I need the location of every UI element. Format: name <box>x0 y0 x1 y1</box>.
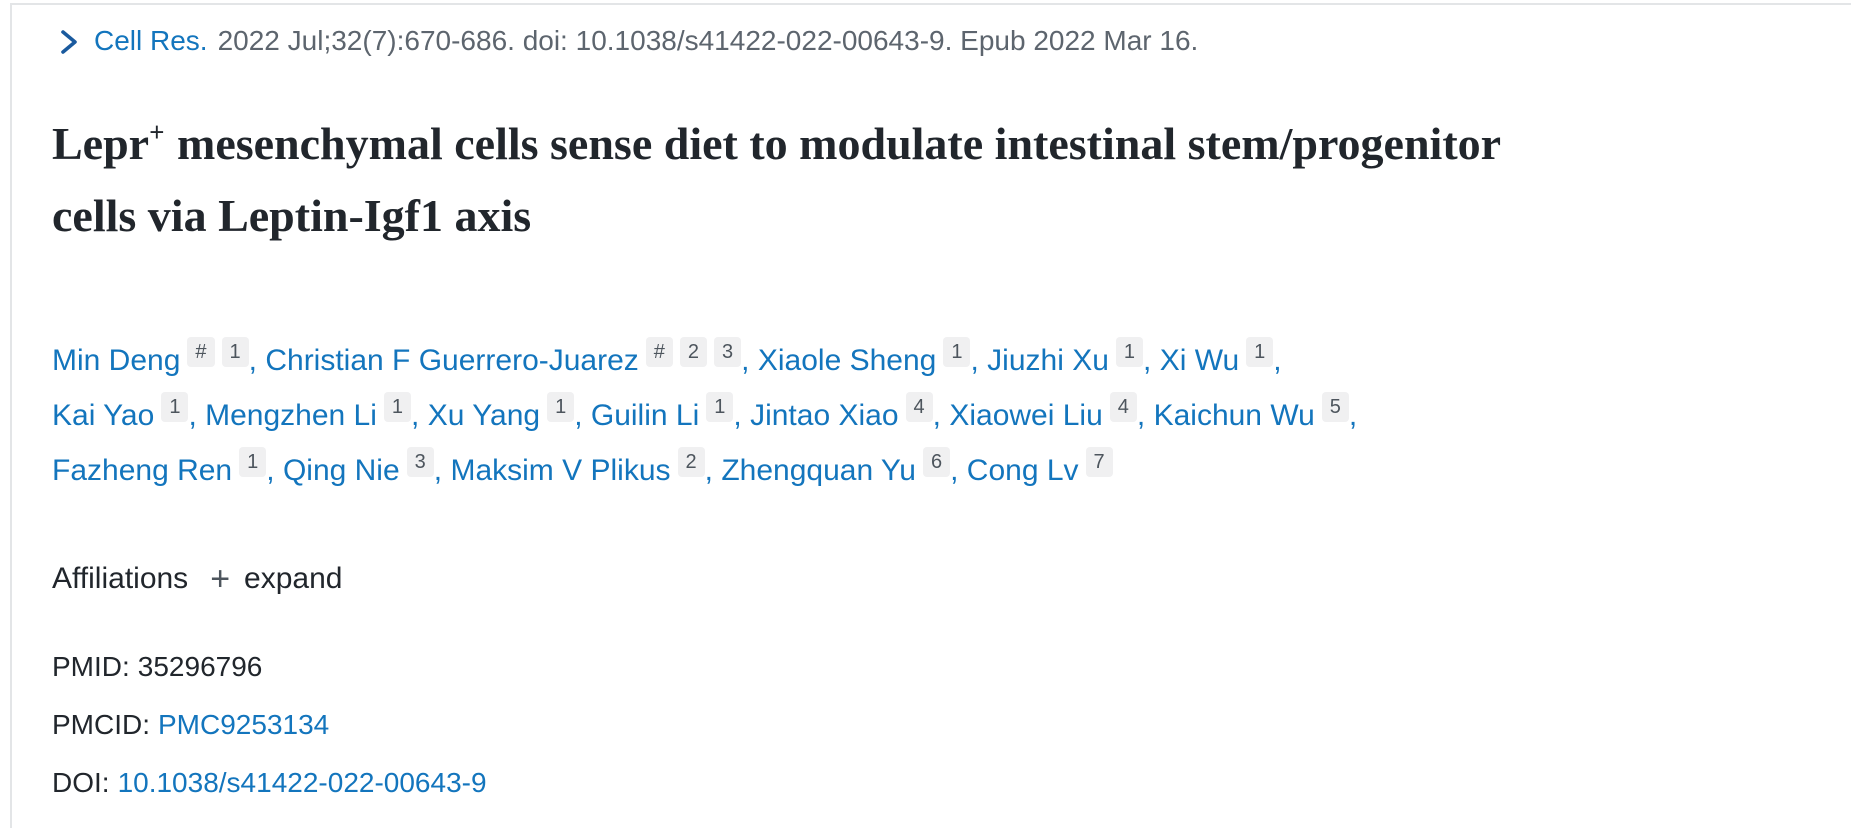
author-separator: , <box>970 344 979 377</box>
journal-citation: Cell Res. 2022 Jul;32(7):670-686. doi: 1… <box>52 21 1552 61</box>
author-separator: , <box>574 399 583 432</box>
affiliation-number-badge[interactable]: 1 <box>1115 337 1144 367</box>
author-item: Kaichun Wu 5, <box>1153 392 1358 432</box>
author-link[interactable]: Maksim V Plikus <box>450 454 671 487</box>
author-link[interactable]: Xiaole Sheng <box>757 344 937 377</box>
author-link[interactable]: Fazheng Ren <box>52 454 233 487</box>
author-separator: , <box>188 399 197 432</box>
title-superscript: + <box>149 117 166 147</box>
author-separator: , <box>1143 344 1152 377</box>
chevron-right-icon[interactable] <box>58 27 80 57</box>
author-separator: , <box>411 399 420 432</box>
author-separator: , <box>1273 344 1282 377</box>
identifier-row: DOI: 10.1038/s41422-022-00643-9 <box>52 754 1552 812</box>
affiliation-number-badge[interactable]: 1 <box>239 447 267 477</box>
author-link[interactable]: Xu Yang <box>427 399 541 432</box>
affiliations-heading: Affiliations <box>52 562 189 595</box>
affiliation-number-badge[interactable]: 1 <box>706 392 734 422</box>
author-separator: , <box>733 399 742 432</box>
author-link[interactable]: Mengzhen Li <box>205 399 377 432</box>
author-separator: , <box>1348 399 1358 432</box>
author-link[interactable]: Cong Lv <box>966 454 1079 487</box>
author-separator: , <box>248 344 257 377</box>
identifier-row: PMCID: PMC9253134 <box>52 696 1552 754</box>
author-separator: , <box>433 454 443 487</box>
affiliations-row: Affiliations + expand <box>52 558 1552 600</box>
affiliation-number-badge[interactable]: 6 <box>922 447 951 477</box>
identifier-link[interactable]: 10.1038/s41422-022-00643-9 <box>117 767 487 798</box>
author-link[interactable]: Min Deng <box>52 344 181 377</box>
article-card: Cell Res. 2022 Jul;32(7):670-686. doi: 1… <box>10 3 1851 828</box>
equal-contribution-badge: # <box>645 337 673 367</box>
author-item: Qing Nie 3, <box>282 447 443 487</box>
affiliation-number-badge[interactable]: 1 <box>161 392 189 422</box>
author-separator: , <box>704 454 713 487</box>
affiliation-number-badge[interactable]: 4 <box>905 392 933 422</box>
author-separator: , <box>932 399 941 432</box>
author-link[interactable]: Jiuzhi Xu <box>987 344 1109 377</box>
author-separator: , <box>741 344 750 377</box>
author-item: Min Deng #1, <box>52 337 257 377</box>
author-link[interactable]: Guilin Li <box>590 399 700 432</box>
affiliations-expand-button[interactable]: + expand <box>210 558 342 600</box>
author-item: Jiuzhi Xu 1, <box>987 337 1152 377</box>
identifier-value: 35296796 <box>137 651 263 682</box>
author-item: Zhengquan Yu 6, <box>721 447 959 487</box>
author-item: Christian F Guerrero-Juarez #2 3, <box>265 337 750 377</box>
journal-link[interactable]: Cell Res. <box>94 25 208 56</box>
author-link[interactable]: Zhengquan Yu <box>721 454 916 487</box>
affiliation-number-badge[interactable]: 1 <box>221 337 249 367</box>
citation-meta: 2022 Jul;32(7):670-686. doi: 10.1038/s41… <box>217 25 1199 56</box>
affiliation-number-badge[interactable]: 1 <box>943 337 971 367</box>
title-prefix: Lepr <box>52 118 150 169</box>
equal-contribution-badge: # <box>187 337 215 367</box>
expand-label: expand <box>244 562 343 595</box>
author-link[interactable]: Xiaowei Liu <box>949 399 1103 432</box>
author-item: Jintao Xiao 4, <box>750 392 941 432</box>
title-rest: mesenchymal cells sense diet to modulate… <box>52 118 1501 241</box>
affiliation-number-badge[interactable]: 1 <box>383 392 412 422</box>
author-separator: , <box>950 454 959 487</box>
identifier-label: PMCID: <box>52 709 150 740</box>
author-item: Cong Lv 7 <box>966 447 1113 487</box>
identifier-label: DOI: <box>52 767 110 798</box>
author-link[interactable]: Kaichun Wu <box>1153 399 1315 432</box>
author-item: Kai Yao 1, <box>52 392 197 432</box>
plus-icon: + <box>210 560 231 598</box>
affiliation-number-badge[interactable]: 1 <box>1246 337 1274 367</box>
author-item: Mengzhen Li 1, <box>205 392 420 432</box>
author-item: Xu Yang 1, <box>427 392 583 432</box>
affiliation-number-badge[interactable]: 5 <box>1321 392 1349 422</box>
author-item: Xiaole Sheng 1, <box>757 337 979 377</box>
affiliation-number-badge[interactable]: 1 <box>547 392 575 422</box>
author-item: Maksim V Plikus 2, <box>450 447 713 487</box>
identifier-list: PMID: 35296796 PMCID: PMC9253134 DOI: 10.1038… <box>52 638 1552 812</box>
author-item: Guilin Li 1, <box>590 392 742 432</box>
author-link[interactable]: Kai Yao <box>52 399 155 432</box>
affiliation-number-badge[interactable]: 3 <box>406 447 434 477</box>
identifier-label: PMID: <box>52 651 130 682</box>
affiliation-number-badge[interactable]: 2 <box>679 337 708 367</box>
author-link[interactable]: Xi Wu <box>1159 344 1240 377</box>
affiliation-number-badge[interactable]: 3 <box>714 337 742 367</box>
author-item: Xi Wu 1, <box>1159 337 1282 377</box>
affiliation-number-badge[interactable]: 2 <box>677 447 705 477</box>
author-item: Fazheng Ren 1, <box>52 447 275 487</box>
author-link[interactable]: Jintao Xiao <box>750 399 899 432</box>
affiliation-number-badge[interactable]: 7 <box>1085 447 1113 477</box>
affiliation-number-badge[interactable]: 4 <box>1109 392 1137 422</box>
author-link[interactable]: Christian F Guerrero-Juarez <box>265 344 639 377</box>
author-link[interactable]: Qing Nie <box>282 454 400 487</box>
identifier-link[interactable]: PMC9253134 <box>158 709 330 740</box>
author-separator: , <box>266 454 275 487</box>
author-item: Xiaowei Liu 4, <box>949 392 1146 432</box>
page-title: Lepr+ mesenchymal cells sense diet to mo… <box>52 111 1552 249</box>
identifier-row: PMID: 35296796 <box>52 638 1552 696</box>
author-separator: , <box>1136 399 1146 432</box>
author-list: Min Deng #1, Christian F Guerrero-Juarez #… <box>52 333 1552 498</box>
